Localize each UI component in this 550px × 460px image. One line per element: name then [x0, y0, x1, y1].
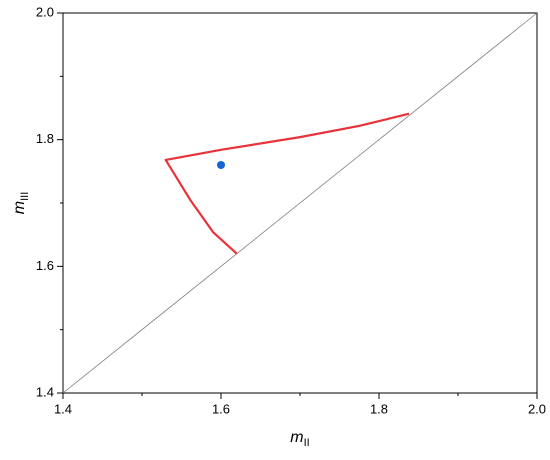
x-axis-label-main: m: [290, 429, 303, 446]
line: [62, 12, 538, 394]
y-axis-label-main: m: [11, 201, 28, 214]
y-tick-label: 1.6: [36, 258, 54, 273]
y-axis-label-sub: III: [19, 192, 31, 201]
x-tick-label: 1.4: [54, 401, 72, 416]
line: [164, 112, 410, 255]
y-tick-label: 2.0: [36, 4, 54, 19]
x-axis-label-sub: II: [304, 437, 310, 449]
y-tick-label: 1.8: [36, 131, 54, 146]
x-tick-label: 1.6: [212, 401, 230, 416]
y-tick-label: 1.4: [36, 384, 54, 399]
x-tick-label: 1.8: [370, 401, 388, 416]
y-axis-label: mIII: [11, 192, 31, 215]
point: [217, 161, 225, 169]
x-tick-label: 2.0: [528, 401, 546, 416]
x-axis-label: mII: [290, 429, 309, 449]
